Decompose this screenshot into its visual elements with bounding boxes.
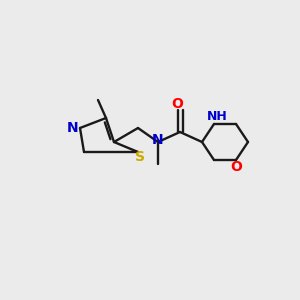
Text: N: N xyxy=(152,133,164,147)
Text: O: O xyxy=(230,160,242,174)
Text: NH: NH xyxy=(207,110,227,124)
Text: N: N xyxy=(67,121,79,135)
Text: S: S xyxy=(135,150,145,164)
Text: O: O xyxy=(171,97,183,111)
